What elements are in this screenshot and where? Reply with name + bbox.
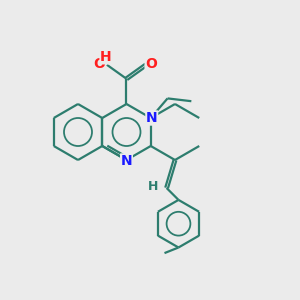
- Text: O: O: [93, 57, 105, 71]
- Text: H: H: [100, 50, 112, 64]
- Text: H: H: [147, 179, 158, 193]
- Text: N: N: [146, 111, 158, 125]
- Text: O: O: [145, 57, 157, 71]
- Text: N: N: [121, 154, 132, 168]
